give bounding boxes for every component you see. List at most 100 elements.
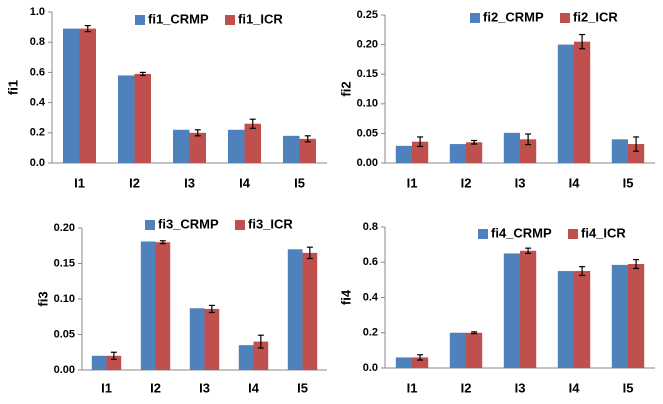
bar xyxy=(503,132,520,163)
error-bar xyxy=(306,246,313,260)
y-tick-label: 0.20 xyxy=(357,39,378,51)
x-tick-label: I4 xyxy=(569,380,581,395)
bar xyxy=(106,355,122,370)
y-tick-label: 0.4 xyxy=(363,291,379,303)
y-tick-label: 0.00 xyxy=(54,364,75,376)
y-tick-label: 0.25 xyxy=(357,9,378,21)
error-bar xyxy=(139,71,146,77)
bar xyxy=(520,139,537,163)
legend-swatch xyxy=(568,229,578,239)
error-bar xyxy=(194,129,201,137)
error-bar xyxy=(579,33,586,50)
bar xyxy=(611,139,628,163)
y-tick-label: 0.15 xyxy=(357,68,378,80)
legend-label: fi4_CRMP xyxy=(491,225,552,240)
bar xyxy=(63,28,80,163)
legend-swatch xyxy=(145,220,155,230)
legend-swatch xyxy=(225,15,235,25)
legend-label: fi3_ICR xyxy=(248,216,293,231)
bar xyxy=(412,357,429,368)
y-tick-label: 0.6 xyxy=(363,256,378,268)
bar xyxy=(79,28,96,163)
legend-swatch xyxy=(135,15,145,25)
error-bar xyxy=(525,247,532,255)
legend-label: fi2_ICR xyxy=(573,9,618,24)
error-bar xyxy=(633,259,640,270)
x-tick-label: I3 xyxy=(515,175,526,190)
bar xyxy=(557,271,574,368)
y-axis-label: fi2 xyxy=(338,81,353,96)
x-tick-label: I1 xyxy=(74,175,85,190)
error-bar xyxy=(471,139,478,145)
bar xyxy=(395,145,412,163)
x-tick-label: I5 xyxy=(294,175,305,190)
y-axis-label: fi3 xyxy=(35,291,50,306)
bar xyxy=(412,141,429,163)
bar xyxy=(155,242,171,370)
x-tick-label: I5 xyxy=(623,380,634,395)
bar xyxy=(253,341,269,370)
x-tick-label: I5 xyxy=(623,175,634,190)
x-tick-label: I4 xyxy=(248,380,260,395)
bar xyxy=(238,345,254,370)
y-tick-label: 0.0 xyxy=(30,157,45,169)
y-tick-label: 0.2 xyxy=(30,127,45,139)
error-bar xyxy=(633,136,640,152)
y-tick-label: 0.4 xyxy=(30,97,46,109)
bar xyxy=(611,264,628,368)
x-tick-label: I4 xyxy=(569,175,581,190)
x-tick-label: I2 xyxy=(150,380,161,395)
error-bar xyxy=(417,354,424,361)
y-axis-label: fi1 xyxy=(5,80,20,95)
bar xyxy=(302,252,318,370)
error-bar xyxy=(249,118,256,129)
bar xyxy=(449,144,466,163)
error-bar xyxy=(579,266,586,277)
legend-swatch xyxy=(235,220,245,230)
error-bar xyxy=(471,331,478,335)
y-tick-label: 0.05 xyxy=(54,328,75,340)
bar xyxy=(466,332,483,368)
bar xyxy=(299,138,316,163)
legend-label: fi3_CRMP xyxy=(158,216,219,231)
bar xyxy=(228,129,245,163)
bar xyxy=(520,250,537,368)
legend-label: fi1_CRMP xyxy=(148,11,209,26)
error-bar xyxy=(417,136,424,148)
bar xyxy=(287,249,303,370)
legend-swatch xyxy=(470,13,480,23)
y-axis-label: fi4 xyxy=(338,289,353,305)
y-tick-label: 0.00 xyxy=(357,157,378,169)
bar xyxy=(118,75,135,163)
error-bar xyxy=(110,351,117,360)
error-bar xyxy=(159,240,166,245)
x-tick-label: I3 xyxy=(515,380,526,395)
x-tick-label: I2 xyxy=(461,175,472,190)
bar xyxy=(189,308,205,370)
bar xyxy=(503,253,520,368)
y-tick-label: 0.20 xyxy=(54,222,75,234)
y-tick-label: 0.10 xyxy=(357,98,378,110)
bar xyxy=(574,41,591,163)
x-tick-label: I5 xyxy=(297,380,308,395)
y-tick-label: 0.6 xyxy=(30,66,45,78)
x-tick-label: I3 xyxy=(199,380,210,395)
x-tick-label: I1 xyxy=(407,380,418,395)
bar xyxy=(557,44,574,163)
error-bar xyxy=(257,334,264,349)
bar xyxy=(628,144,645,163)
bar xyxy=(574,271,591,368)
error-bar xyxy=(208,304,215,314)
bar xyxy=(204,308,220,370)
y-tick-label: 0.8 xyxy=(30,36,45,48)
x-tick-label: I2 xyxy=(129,175,140,190)
legend-label: fi4_ICR xyxy=(581,225,626,240)
bar xyxy=(134,73,151,163)
y-tick-label: 0.10 xyxy=(54,293,75,305)
y-tick-label: 1.0 xyxy=(30,6,45,18)
bar xyxy=(395,357,412,368)
bar xyxy=(173,129,190,163)
legend-label: fi2_CRMP xyxy=(483,9,544,24)
bar xyxy=(283,135,300,163)
